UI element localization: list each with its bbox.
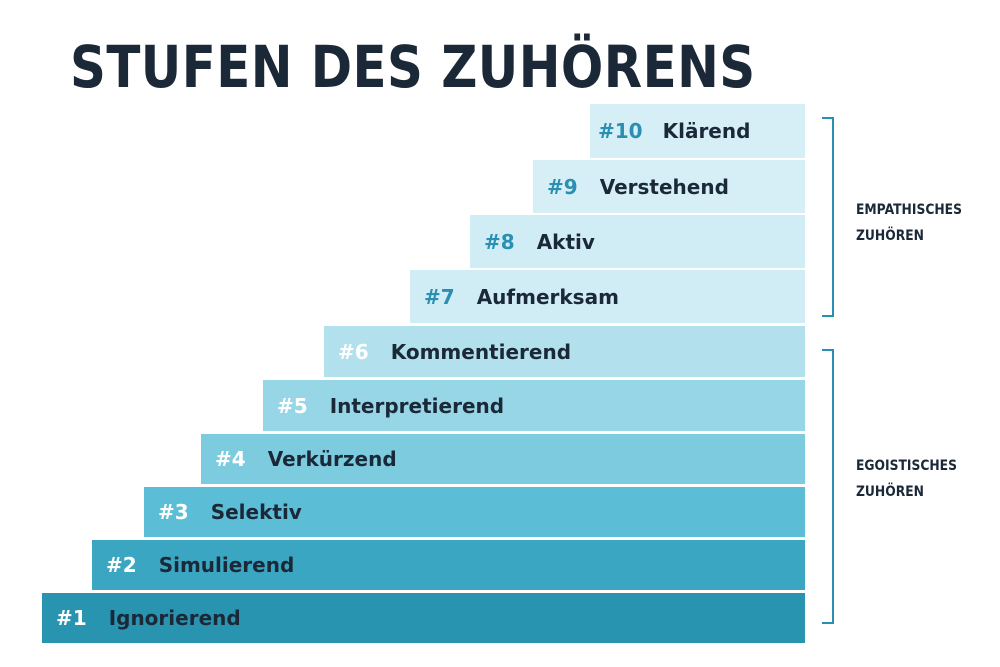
step-number: #10 — [598, 119, 643, 143]
egoistic-bracket — [822, 349, 834, 624]
step-label: Selektiv — [210, 500, 302, 524]
step-number: #5 — [277, 393, 308, 418]
step-number: #4 — [215, 447, 246, 471]
step-5: #5 Interpretierend — [263, 380, 805, 433]
step-number: #6 — [338, 339, 369, 364]
step-label: Aufmerksam — [476, 284, 619, 309]
step-label: Verkürzend — [267, 447, 397, 471]
step-label: Verstehend — [599, 174, 729, 199]
step-label: Simulierend — [158, 553, 295, 577]
step-number: #8 — [484, 229, 515, 254]
egoistic-label-line2: ZUHÖREN — [856, 484, 924, 500]
page-title: STUFEN DES ZUHÖRENS — [70, 33, 756, 101]
empathic-label-line2: ZUHÖREN — [856, 228, 924, 244]
step-number: #1 — [56, 606, 87, 630]
step-9: #9 Verstehend — [533, 160, 805, 215]
step-2: #2 Simulierend — [92, 540, 805, 592]
step-8: #8 Aktiv — [470, 215, 805, 270]
step-number: #2 — [106, 553, 137, 577]
empathic-bracket — [822, 117, 834, 317]
step-10: #10 Klärend — [590, 104, 805, 160]
step-7: #7 Aufmerksam — [410, 270, 805, 325]
egoistic-group-label: EGOISTISCHES ZUHÖREN — [856, 453, 957, 505]
step-label: Klärend — [662, 119, 751, 143]
step-label: Kommentierend — [390, 339, 572, 364]
step-label: Interpretierend — [329, 393, 505, 418]
step-number: #3 — [158, 500, 189, 524]
egoistic-label-line1: EGOISTISCHES — [856, 458, 957, 474]
step-label: Aktiv — [536, 229, 595, 254]
step-number: #7 — [424, 284, 455, 309]
step-number: #9 — [547, 174, 578, 199]
empathic-group-label: EMPATHISCHES ZUHÖREN — [856, 197, 962, 249]
step-3: #3 Selektiv — [144, 487, 805, 539]
step-label: Ignorierend — [108, 606, 241, 630]
step-4: #4 Verkürzend — [201, 434, 805, 486]
step-1: #1 Ignorierend — [42, 593, 805, 645]
empathic-label-line1: EMPATHISCHES — [856, 202, 962, 218]
step-6: #6 Kommentierend — [324, 326, 805, 379]
